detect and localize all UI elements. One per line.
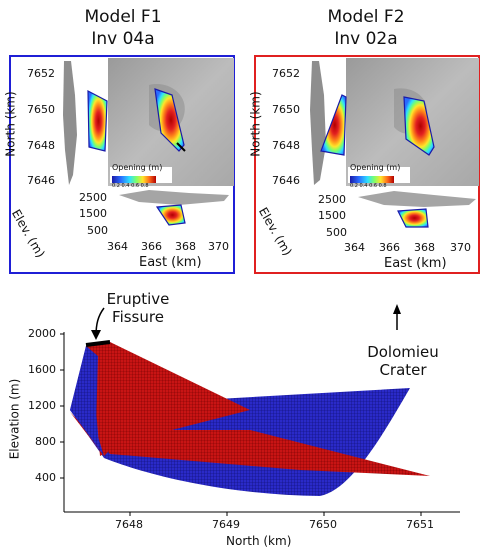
title-left-line2: Inv 04a [91, 29, 155, 49]
east-axis-label: East (km) [139, 255, 202, 270]
annotation-dolomieu-crater-line2: Crater [379, 361, 427, 379]
north-tick-4: 7646 [27, 174, 55, 187]
annotation-eruptive-fissure-line2: Fissure [112, 308, 164, 326]
panel-model-f1: Opening (m) 0.2 0.4 0.6 0.8 7652 7650 76… [4, 55, 235, 274]
annotation-dolomieu-crater-line1: Dolomieu [367, 343, 439, 361]
elev-tick-2: 1500 [79, 207, 107, 220]
panel-model-f2: Opening (m) 0.2 0.4 0.6 0.8 7652 7650 76… [249, 55, 480, 274]
title-left-line1: Model F1 [84, 7, 162, 27]
annotation-dolomieu-crater: Dolomieu Crater [348, 343, 458, 379]
north-axis-label: North (km) [3, 91, 18, 157]
x-tick-7648: 7648 [115, 518, 143, 531]
annotation-eruptive-fissure: Eruptive Fissure [88, 290, 188, 326]
east-tick-4: 370 [450, 241, 471, 254]
title-left: Model F1 Inv 04a [23, 6, 223, 50]
y-tick-400: 400 [35, 471, 56, 484]
title-right-line2: Inv 02a [334, 29, 398, 49]
east-tick-1: 364 [344, 241, 365, 254]
elev-tick-3: 500 [326, 226, 347, 239]
y-tick-2000: 2000 [28, 327, 56, 340]
y-tick-800: 800 [35, 435, 56, 448]
x-tick-7650: 7650 [309, 518, 337, 531]
map-f2 [310, 58, 479, 228]
east-tick-2: 366 [379, 241, 400, 254]
y-tick-1600: 1600 [28, 363, 56, 376]
title-right: Model F2 Inv 02a [266, 6, 466, 50]
east-tick-2: 366 [141, 240, 162, 253]
east-tick-3: 368 [175, 240, 196, 253]
north-tick-1: 7652 [27, 67, 55, 80]
north-tick-1: 7652 [272, 67, 300, 80]
east-tick-4: 370 [208, 240, 229, 253]
colorbar-title: Opening (m) [112, 163, 163, 172]
map-f1 [63, 58, 234, 226]
colorbar-ticks: 0.2 0.4 0.6 0.8 [350, 183, 387, 189]
x-tick-7649: 7649 [212, 518, 240, 531]
north-tick-3: 7648 [27, 139, 55, 152]
colorbar-title: Opening (m) [350, 163, 401, 172]
east-tick-1: 364 [107, 240, 128, 253]
north-tick-2: 7650 [27, 103, 55, 116]
elev-tick-1: 2500 [79, 191, 107, 204]
title-right-line1: Model F2 [327, 7, 405, 27]
elev-tick-3: 500 [87, 224, 108, 237]
y-tick-1200: 1200 [28, 399, 56, 412]
east-tick-3: 368 [414, 241, 435, 254]
mesh-plot [60, 304, 460, 516]
east-axis-label: East (km) [384, 256, 447, 271]
north-tick-3: 7648 [272, 139, 300, 152]
x-tick-7651: 7651 [406, 518, 434, 531]
x-axis-label: North (km) [226, 534, 292, 548]
y-axis-label: Elevation (m) [7, 378, 22, 460]
north-tick-2: 7650 [272, 103, 300, 116]
elev-tick-2: 1500 [318, 209, 346, 222]
colorbar-ticks: 0.2 0.4 0.6 0.8 [112, 183, 149, 189]
north-axis-label: North (km) [248, 91, 263, 157]
elev-tick-1: 2500 [318, 193, 346, 206]
annotation-eruptive-fissure-line1: Eruptive [106, 290, 170, 308]
north-tick-4: 7646 [272, 174, 300, 187]
